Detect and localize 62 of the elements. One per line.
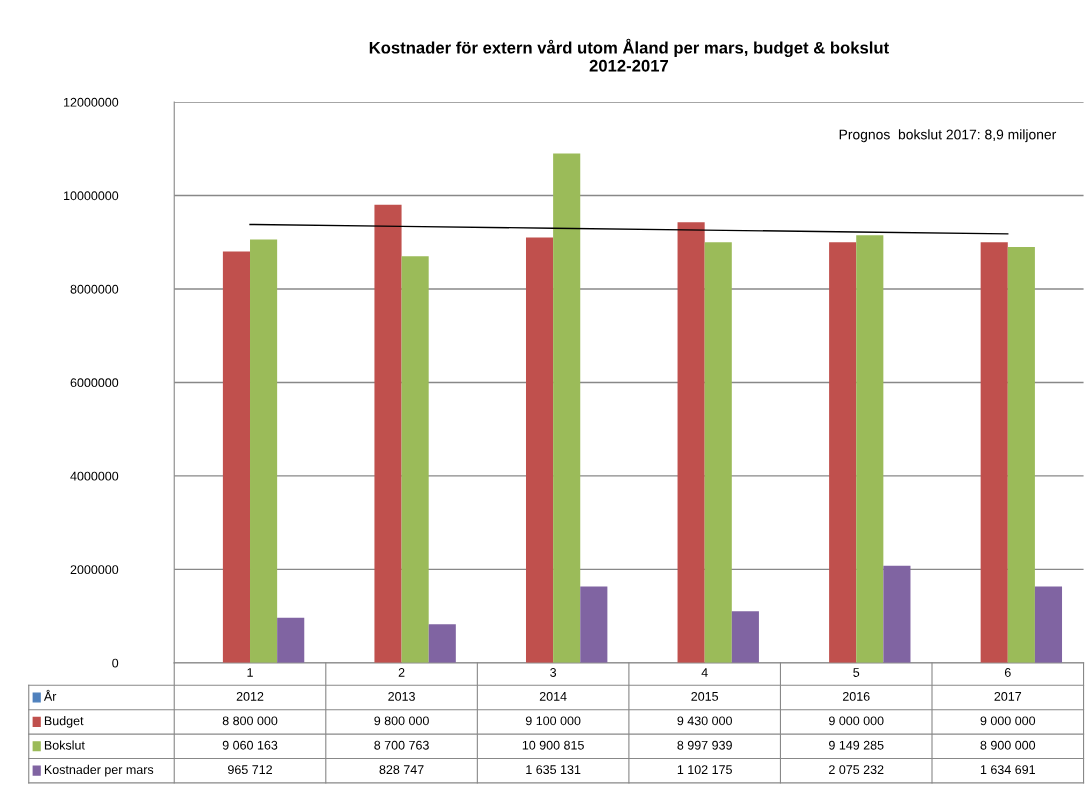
- data-label: 1 634 691: [980, 765, 1035, 775]
- bar: [250, 239, 278, 663]
- data-label: 2012: [236, 691, 264, 701]
- data-label: 9 000 000: [980, 716, 1036, 726]
- legend-label: År: [43, 689, 57, 701]
- data-label: 2013: [388, 691, 415, 701]
- x-tick-label: 4: [701, 668, 708, 677]
- line-series: [249, 223, 1009, 235]
- data-label: 8 800 000: [222, 716, 278, 726]
- data-label: 10 900 815: [522, 740, 584, 750]
- bar: [829, 242, 857, 663]
- bar: [731, 611, 759, 663]
- chart-title: Kostnader för extern vård utom Åland per mars, budget & bokslut 2012-2017: [369, 38, 889, 72]
- bar: [428, 624, 456, 663]
- data-label: 2014: [539, 691, 567, 701]
- x-tick-label: 1: [247, 668, 253, 677]
- data-label: 965 712: [228, 765, 272, 775]
- bar: [277, 617, 305, 663]
- y-tick-label: 4000000: [70, 471, 119, 481]
- data-label: 9 100 000: [525, 716, 581, 726]
- y-tick-label: 12000000: [64, 97, 119, 107]
- data-label: 828 747: [379, 765, 424, 775]
- x-tick-label: 3: [550, 668, 557, 677]
- bar: [525, 237, 554, 663]
- data-label: 9 060 163: [222, 740, 278, 750]
- y-tick-label: 0: [112, 658, 119, 668]
- bar: [374, 204, 402, 663]
- bar: [580, 586, 608, 663]
- x-tick-label: 6: [1004, 668, 1011, 677]
- bar: [401, 256, 429, 663]
- data-label: 9 430 000: [677, 716, 732, 726]
- data-label: 8 700 763: [374, 740, 429, 750]
- legend-label: Budget: [44, 716, 84, 728]
- bar: [1034, 586, 1063, 663]
- bar: [883, 565, 911, 663]
- data-label: 9 000 000: [829, 716, 884, 726]
- y-tick-label: 10000000: [64, 191, 119, 201]
- data-label: 8 900 000: [980, 740, 1036, 750]
- data-label: 2 075 232: [829, 765, 884, 775]
- y-tick-label: 6000000: [70, 378, 119, 388]
- data-label: 1 102 175: [677, 765, 732, 775]
- bar: [677, 222, 705, 663]
- bar: [980, 242, 1008, 663]
- data-label: 9 149 285: [829, 740, 884, 750]
- bar: [222, 251, 251, 663]
- x-tick-label: 2: [398, 668, 405, 677]
- data-label: 1 635 131: [526, 765, 581, 775]
- legend-label: Kostnader per mars: [44, 764, 154, 777]
- data-label: 2016: [842, 691, 870, 701]
- data-label: 2015: [691, 691, 719, 701]
- y-tick-label: 8000000: [70, 284, 119, 294]
- data-label: 9 800 000: [374, 716, 429, 726]
- bar: [553, 153, 581, 663]
- x-tick-label: 5: [853, 668, 860, 677]
- bar: [856, 235, 884, 663]
- y-tick-label: 2000000: [70, 565, 119, 575]
- bar: [704, 242, 732, 663]
- data-label: 2017: [994, 691, 1022, 701]
- legend-label: Bokslut: [44, 740, 85, 750]
- bar: [1007, 246, 1035, 663]
- annotation: Prognos bokslut 2017: 8,9 miljoner: [839, 129, 1057, 143]
- data-label: 8 997 939: [677, 740, 732, 750]
